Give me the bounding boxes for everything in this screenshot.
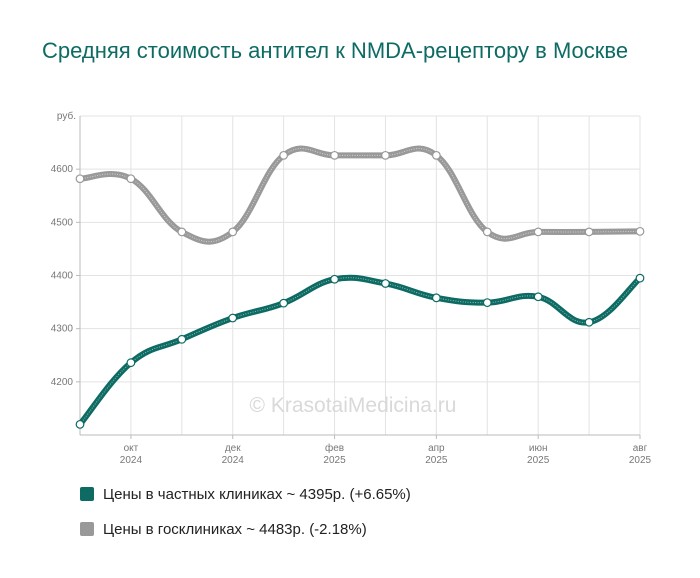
legend-item-public[interactable]: Цены в госклиниках ~ 4483р. (-2.18%) <box>80 519 411 539</box>
data-point-public[interactable] <box>177 227 187 237</box>
data-point-public[interactable] <box>381 150 390 160</box>
x-tick-label-year: 2025 <box>425 455 448 466</box>
data-point-private[interactable] <box>330 274 339 284</box>
x-tick-label-year: 2025 <box>323 455 346 466</box>
x-tick-label-year: 2024 <box>222 455 245 466</box>
legend-swatch-private <box>80 487 94 501</box>
series-line-highlight-public <box>79 148 641 243</box>
legend-label-private: Цены в частных клиниках ~ 4395р. (+6.65%… <box>103 485 411 503</box>
data-point-private[interactable] <box>635 273 645 283</box>
data-point-public[interactable] <box>75 174 85 184</box>
x-tick-label-month: окт <box>124 443 139 454</box>
axes: руб.42004300440045004600окт2024дек2024фе… <box>51 110 652 466</box>
data-point-private[interactable] <box>75 419 85 429</box>
legend-item-private[interactable]: Цены в частных клиниках ~ 4395р. (+6.65%… <box>80 484 411 504</box>
data-point-private[interactable] <box>279 298 289 308</box>
watermark: © KrasotaiMedicina.ru <box>250 394 457 417</box>
data-point-public[interactable] <box>533 227 543 237</box>
data-point-public[interactable] <box>126 174 136 184</box>
data-point-public[interactable] <box>279 150 289 160</box>
data-point-public[interactable] <box>228 227 238 237</box>
data-point-private[interactable] <box>177 334 187 344</box>
legend-label-public: Цены в госклиниках ~ 4483р. (-2.18%) <box>103 520 367 538</box>
y-tick-label: 4500 <box>51 217 74 228</box>
data-point-private[interactable] <box>482 298 492 308</box>
x-tick-label-year: 2025 <box>629 455 652 466</box>
data-point-public[interactable] <box>635 226 645 236</box>
data-point-public[interactable] <box>482 227 492 237</box>
data-point-private[interactable] <box>533 292 543 302</box>
x-tick-label-month: дек <box>225 443 241 454</box>
x-tick-label-month: июн <box>529 443 548 454</box>
chart-title: Средняя стоимость антител к NMDA-рецепто… <box>42 38 629 63</box>
legend: Цены в частных клиниках ~ 4395р. (+6.65%… <box>80 484 411 554</box>
series <box>75 145 645 429</box>
x-tick-label-month: авг <box>633 443 648 454</box>
x-tick-label-month: апр <box>428 443 445 454</box>
x-tick-label-year: 2025 <box>527 455 550 466</box>
x-tick-label-year: 2024 <box>120 455 143 466</box>
data-point-private[interactable] <box>228 313 238 323</box>
y-tick-label: 4400 <box>51 271 74 282</box>
data-point-public[interactable] <box>584 227 594 237</box>
data-point-public[interactable] <box>431 150 441 160</box>
data-point-private[interactable] <box>381 279 390 288</box>
y-tick-label: 4300 <box>51 324 74 335</box>
y-axis-unit: руб. <box>57 110 76 122</box>
series-line-public <box>77 145 643 245</box>
series-line-highlight-private <box>79 277 641 425</box>
x-tick-label-month: фев <box>325 442 344 454</box>
data-point-private[interactable] <box>584 317 594 327</box>
data-point-private[interactable] <box>431 293 441 303</box>
legend-swatch-public <box>80 522 94 536</box>
y-tick-label: 4200 <box>51 377 74 388</box>
data-point-public[interactable] <box>330 150 339 160</box>
y-tick-label: 4600 <box>51 164 74 175</box>
data-point-private[interactable] <box>126 358 136 368</box>
